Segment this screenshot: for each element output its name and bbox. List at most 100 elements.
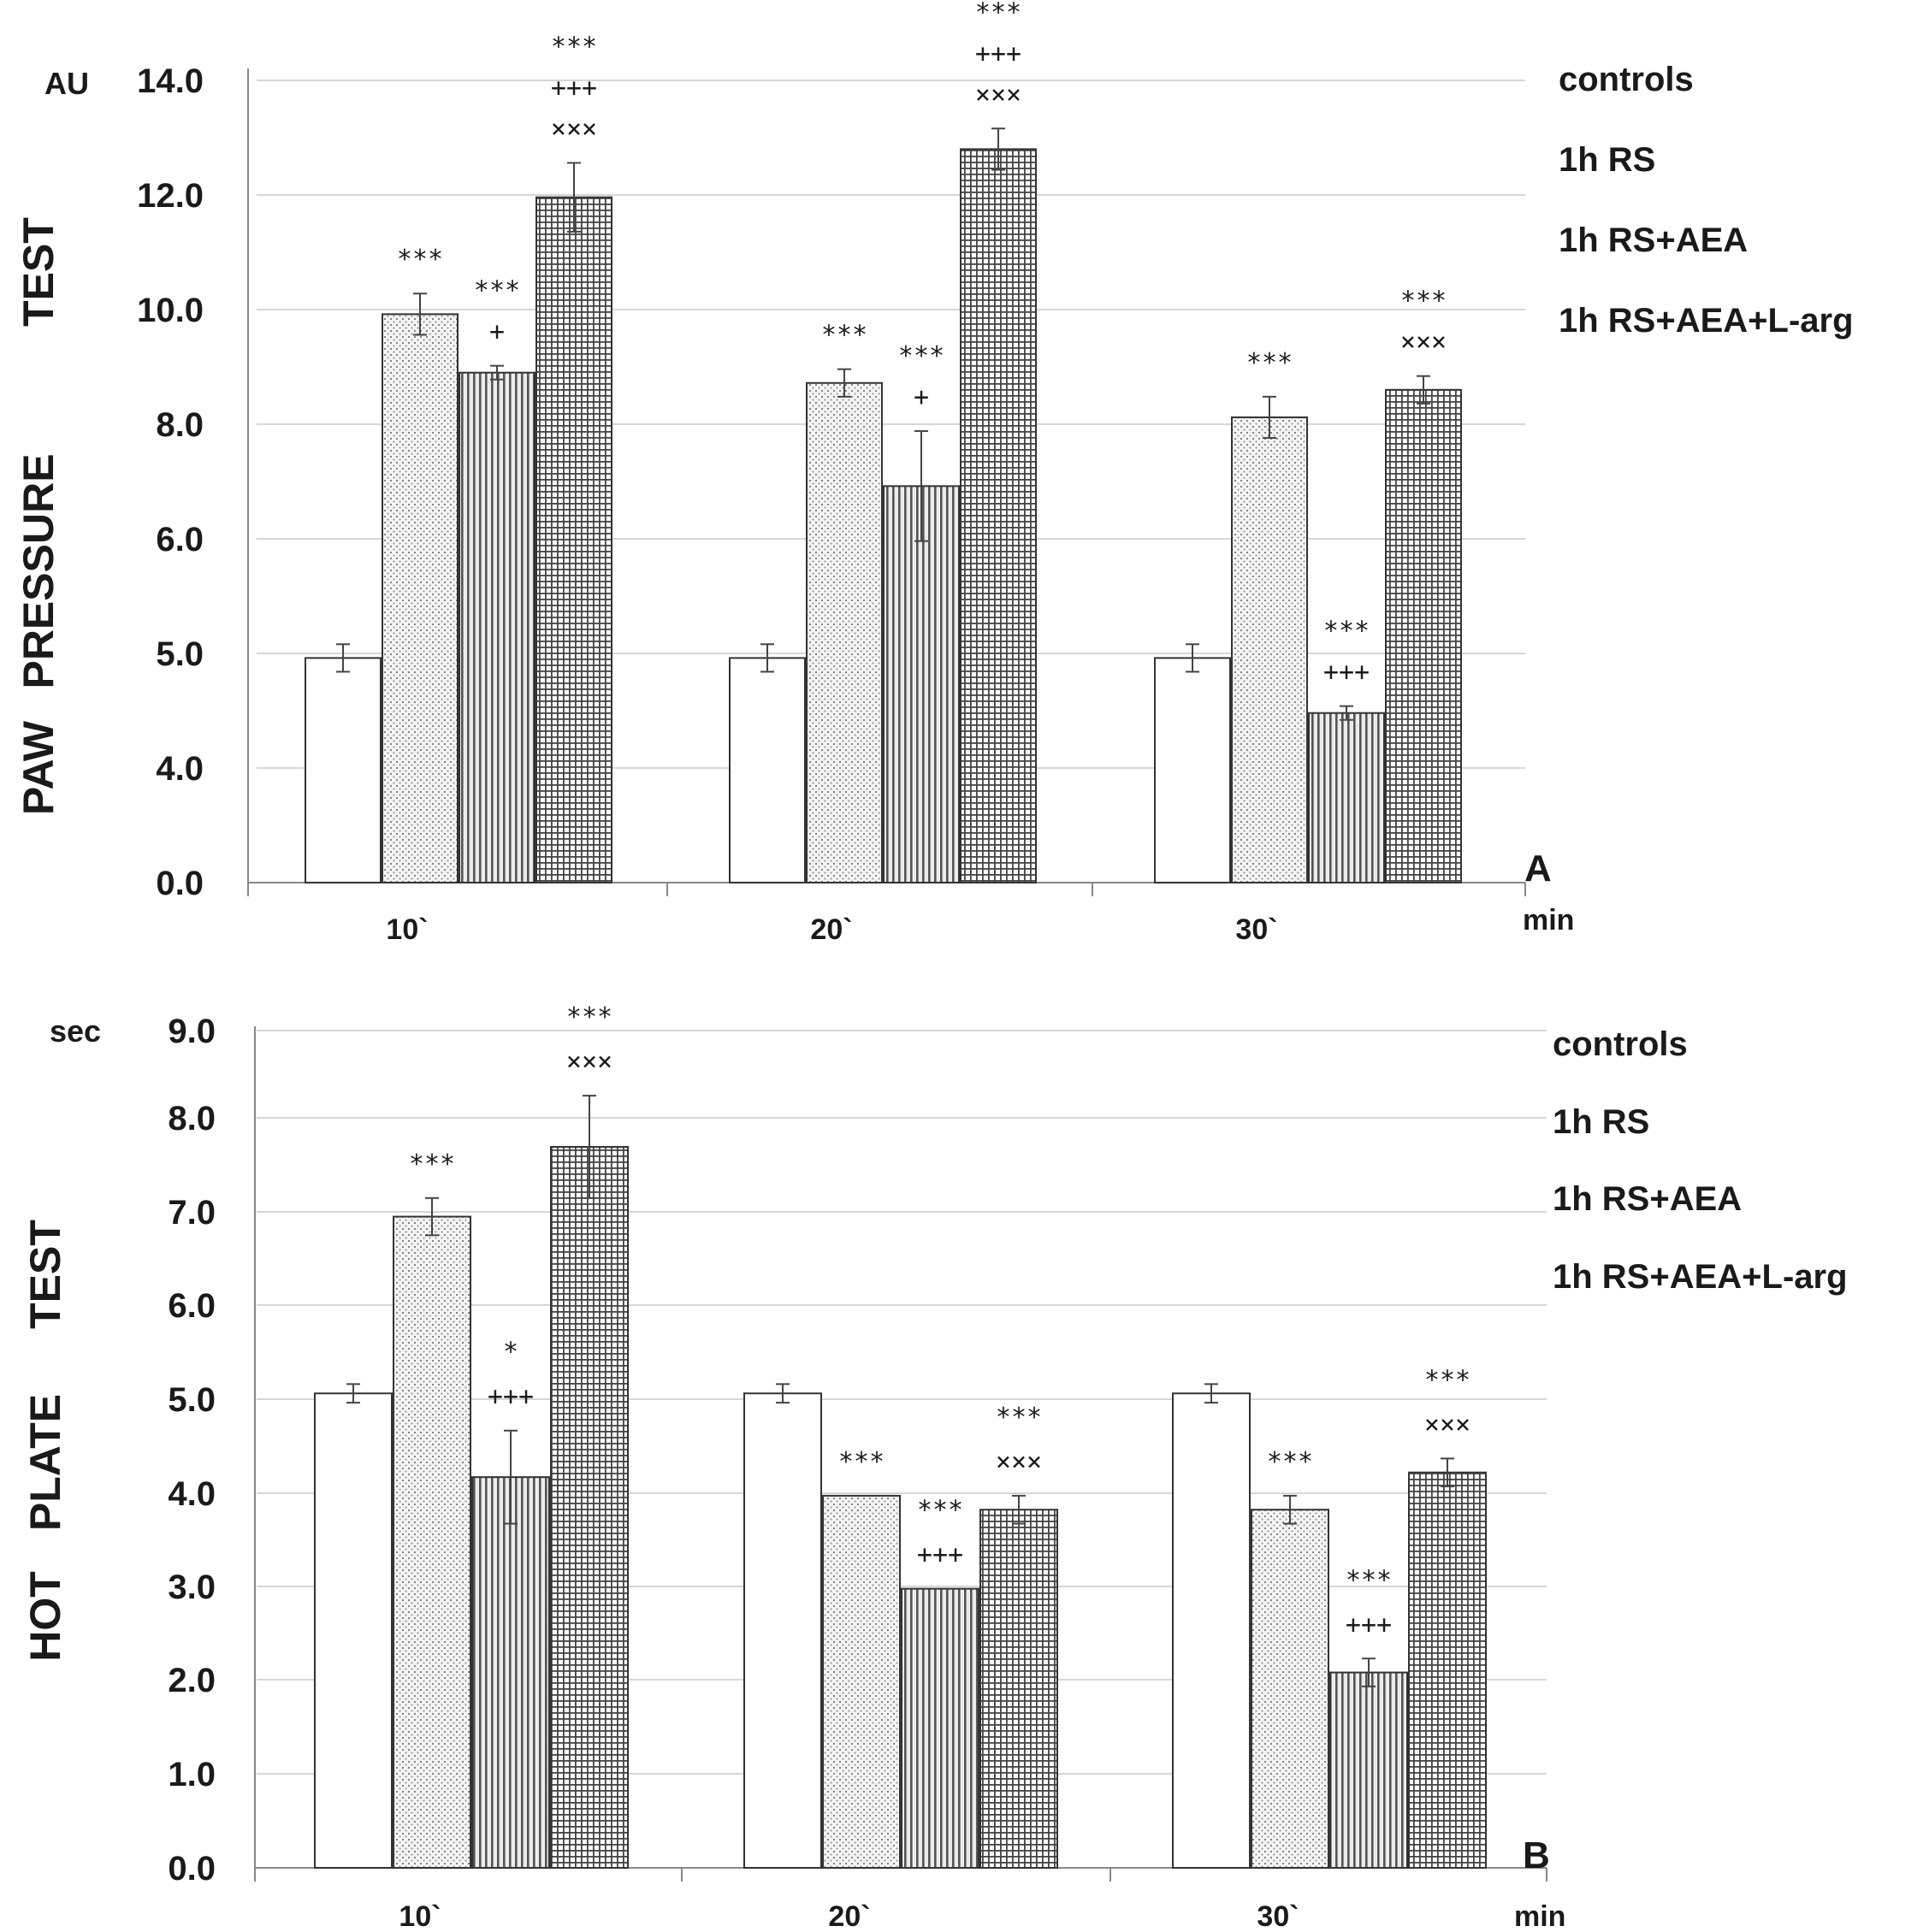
significance-marker: ×××: [996, 1447, 1042, 1477]
panel-a: 0.04.05.06.08.010.012.014.0******+***+++…: [15, 0, 1854, 946]
y-axis-label-word: PLATE: [21, 1394, 69, 1531]
y-tick-label: 4.0: [156, 750, 204, 788]
bar: [729, 657, 806, 883]
y-tick-label: 5.0: [156, 635, 204, 673]
bar: [901, 1587, 979, 1869]
significance-marker: ***: [917, 1496, 963, 1526]
y-tick-label: 7.0: [168, 1194, 216, 1232]
panel-label: B: [1523, 1835, 1550, 1876]
y-tick-label: 4.0: [168, 1475, 216, 1513]
bar: [1231, 416, 1308, 883]
bar: [382, 313, 459, 883]
significance-marker: ×××: [551, 114, 597, 144]
significance-marker: ***: [551, 32, 597, 62]
bar: [1385, 388, 1462, 883]
y-unit-label: sec: [50, 1013, 101, 1049]
significance-marker: +++: [488, 1382, 534, 1412]
panel-b: 0.01.02.03.04.05.06.07.08.09.0****+++***…: [21, 1002, 1848, 1932]
bar: [305, 657, 382, 883]
legend-entry: 1h RS+AEA+L-arg: [1553, 1258, 1848, 1296]
bar: [459, 371, 536, 883]
y-axis-label-word: PRESSURE: [15, 453, 62, 688]
significance-marker: +++: [1323, 658, 1370, 688]
significance-marker: ×××: [566, 1047, 612, 1077]
bar: [314, 1392, 393, 1869]
significance-marker: ***: [1267, 1447, 1313, 1477]
significance-marker: ***: [409, 1149, 455, 1179]
significance-marker: ***: [1346, 1565, 1392, 1595]
legend-entry: 1h RS: [1553, 1103, 1649, 1141]
x-category-label: 20`: [810, 913, 852, 946]
bar: [1408, 1471, 1487, 1869]
bar: [1172, 1392, 1251, 1869]
significance-marker: ***: [975, 0, 1021, 27]
x-category-label: 10`: [399, 1900, 441, 1932]
bar: [1329, 1671, 1408, 1869]
bar: [536, 196, 612, 883]
bar: [743, 1392, 822, 1869]
x-axis-label: min: [1523, 904, 1574, 936]
legend-entry: 1h RS+AEA: [1559, 222, 1748, 259]
significance-marker: ***: [821, 321, 867, 351]
y-tick-label: 6.0: [168, 1287, 216, 1325]
legend-entry: controls: [1559, 61, 1694, 98]
bar: [822, 1494, 901, 1870]
significance-marker: ***: [474, 276, 520, 306]
y-axis-label-word: TEST: [15, 217, 62, 327]
significance-marker: ***: [996, 1403, 1042, 1433]
bar: [806, 381, 883, 883]
significance-marker: +++: [975, 38, 1021, 68]
y-tick-label: 8.0: [156, 406, 204, 444]
significance-marker: ***: [898, 341, 944, 371]
significance-marker: +: [914, 382, 929, 412]
significance-marker: ×××: [1424, 1409, 1470, 1439]
panel-label: A: [1524, 848, 1552, 889]
y-tick-label: 6.0: [156, 521, 204, 558]
y-tick-label: 8.0: [168, 1100, 216, 1137]
y-tick-label: 2.0: [168, 1662, 216, 1699]
y-tick-label: 5.0: [168, 1381, 216, 1419]
bar: [471, 1476, 550, 1869]
significance-marker: +++: [917, 1540, 963, 1570]
y-axis-label-word: HOT: [21, 1571, 69, 1662]
y-axis-label-word: PAW: [15, 720, 62, 815]
y-tick-label: 0.0: [168, 1850, 216, 1888]
x-category-label: 10`: [386, 913, 428, 946]
bar: [393, 1215, 471, 1869]
significance-marker: ***: [1323, 617, 1370, 647]
bar: [1251, 1509, 1329, 1869]
significance-marker: ×××: [1400, 328, 1447, 357]
legend-entry: controls: [1553, 1025, 1688, 1063]
significance-marker: +++: [1346, 1610, 1392, 1640]
significance-marker: ***: [1400, 287, 1447, 316]
significance-marker: ×××: [975, 80, 1021, 109]
legend-entry: 1h RS+AEA: [1553, 1180, 1742, 1218]
y-unit-label: AU: [44, 66, 89, 101]
significance-marker: ***: [397, 245, 443, 275]
y-tick-label: 12.0: [137, 177, 204, 215]
y-tick-label: 9.0: [168, 1013, 216, 1050]
bar: [1154, 657, 1231, 883]
bar: [550, 1145, 629, 1869]
significance-marker: +++: [551, 73, 597, 103]
y-tick-label: 14.0: [137, 62, 204, 100]
bar: [1308, 712, 1385, 883]
legend-entry: 1h RS: [1559, 141, 1655, 179]
x-category-label: 30`: [1235, 913, 1277, 946]
x-category-label: 30`: [1257, 1900, 1299, 1932]
x-category-label: 20`: [828, 1900, 870, 1932]
y-axis-label-word: TEST: [21, 1220, 69, 1329]
significance-marker: ***: [838, 1447, 885, 1477]
y-tick-label: 3.0: [168, 1569, 216, 1606]
y-tick-label: 1.0: [168, 1756, 216, 1793]
x-axis-label: min: [1514, 1900, 1565, 1932]
bar: [960, 148, 1037, 883]
significance-marker: *: [503, 1338, 518, 1368]
bar: [979, 1509, 1058, 1869]
significance-marker: +: [489, 317, 505, 347]
significance-marker: ***: [566, 1002, 612, 1032]
bar: [883, 485, 960, 883]
y-tick-label: 0.0: [156, 865, 204, 902]
legend-entry: 1h RS+AEA+L-arg: [1559, 302, 1854, 340]
